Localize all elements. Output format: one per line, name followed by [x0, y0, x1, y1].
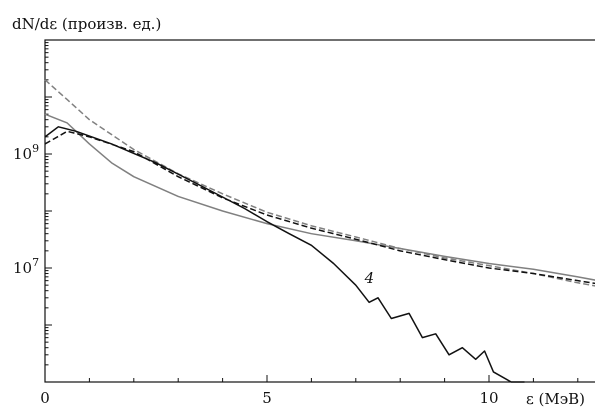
series-line-4 — [44, 126, 525, 383]
y-tick-labels: 109 107 — [13, 142, 39, 277]
y-tick-label: 109 — [13, 142, 39, 163]
x-tick-label: 5 — [262, 389, 272, 407]
series-layer — [44, 79, 595, 383]
series-line-1 — [44, 113, 595, 281]
series-line-3 — [44, 130, 595, 285]
x-tick-label: 10 — [479, 389, 498, 407]
x-tick-label: 0 — [40, 389, 50, 407]
plot-frame — [44, 39, 595, 383]
x-tick-labels: 05101520 — [40, 389, 498, 407]
y-tick-label: 107 — [13, 256, 39, 277]
x-axis-title: ε (МэВ) — [526, 390, 585, 408]
y-axis-title: dN/dε (произв. ед.) — [12, 15, 161, 33]
series-labels: 1234 — [364, 269, 375, 287]
axis-ticks — [44, 42, 579, 383]
series-label-4: 4 — [364, 269, 375, 287]
